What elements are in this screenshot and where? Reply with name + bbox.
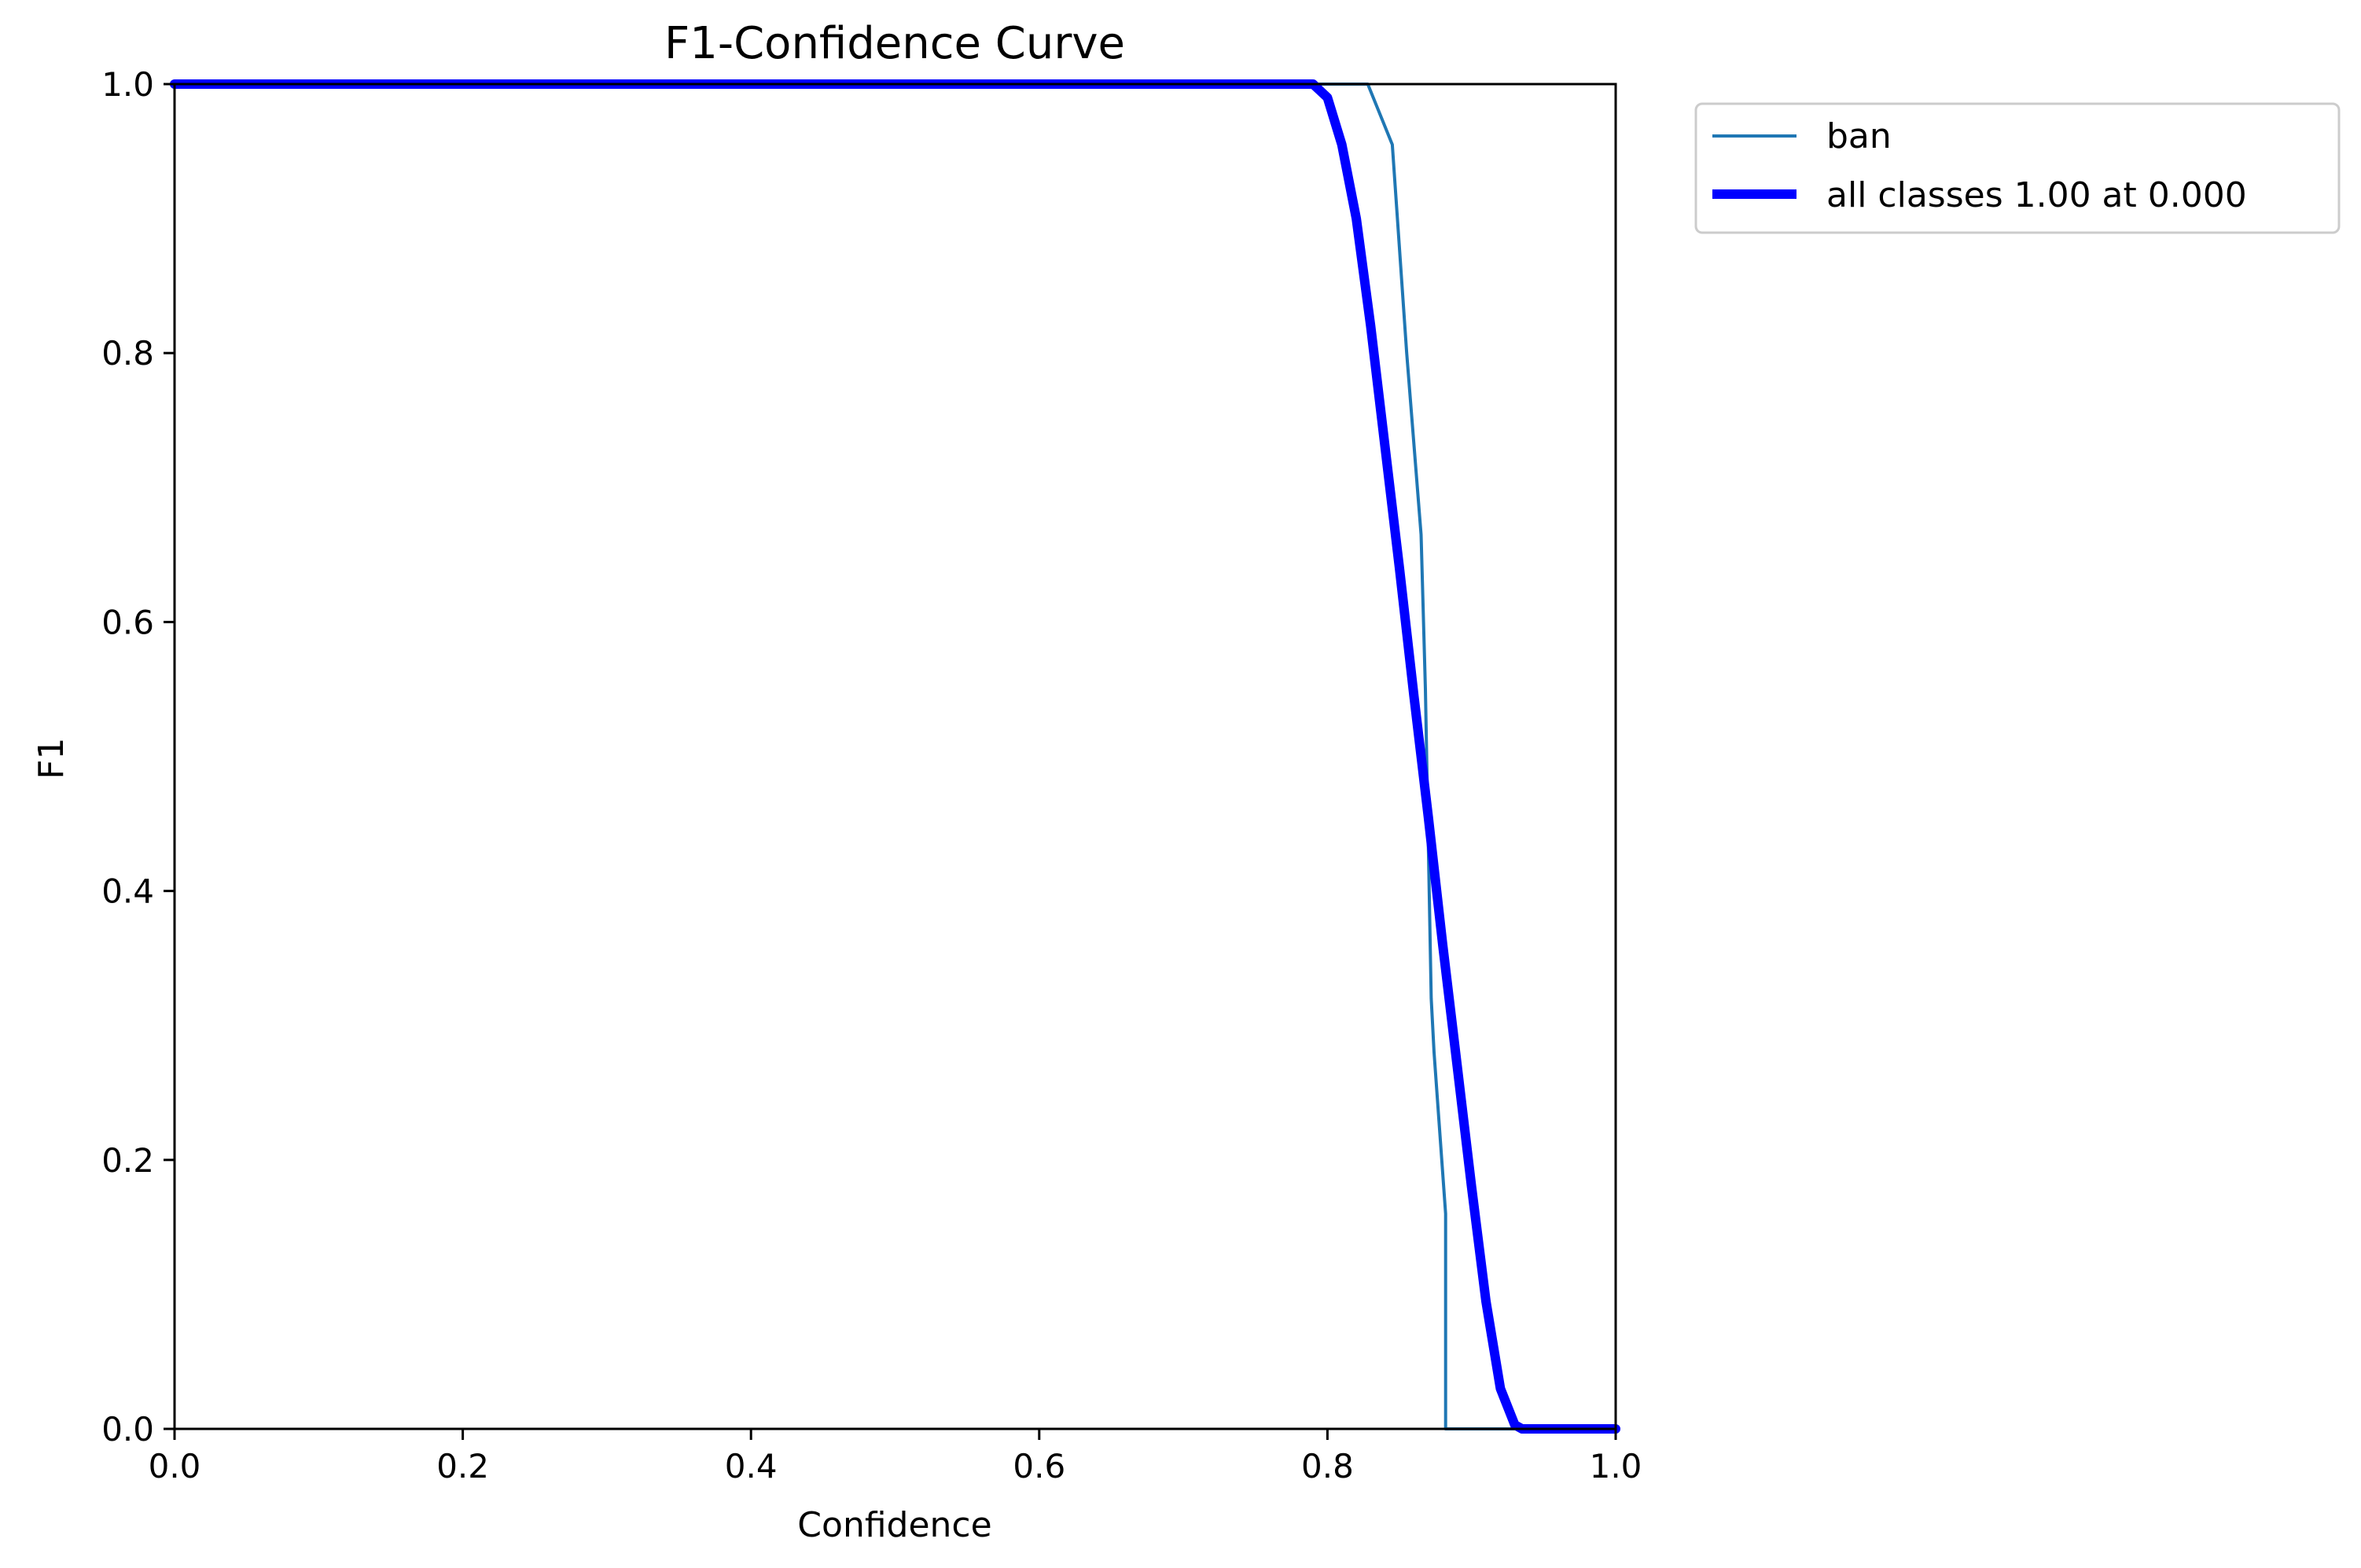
y-tick-label: 0.6 xyxy=(101,603,154,641)
x-tick-label: 0.0 xyxy=(149,1447,201,1485)
y-tick-label: 0.0 xyxy=(101,1410,154,1449)
plot-area xyxy=(170,79,1620,1434)
y-axis-label: F1 xyxy=(31,737,72,779)
x-axis-label: Confidence xyxy=(797,1505,991,1545)
plot-frame xyxy=(173,83,1617,1430)
legend-box xyxy=(1694,102,2341,234)
y-tick-label: 0.4 xyxy=(101,872,154,911)
legend-label-all-classes: all classes 1.00 at 0.000 xyxy=(1826,175,2247,215)
legend: ban all classes 1.00 at 0.000 xyxy=(1694,102,2341,234)
x-tick-label: 0.6 xyxy=(1013,1447,1065,1485)
legend-label-ban: ban xyxy=(1826,116,1892,156)
axis-ticks: 0.0 0.2 0.4 0.6 0.8 1.0 0.0 0.2 0.4 0.6 0.8 1.0 xyxy=(101,65,1642,1485)
series-line-ban xyxy=(173,83,1617,1430)
x-tick-label: 1.0 xyxy=(1590,1447,1642,1485)
y-tick-label: 1.0 xyxy=(101,65,154,104)
y-tick-label: 0.8 xyxy=(101,334,154,373)
chart-title: F1-Confidence Curve xyxy=(664,18,1125,69)
x-tick-label: 0.2 xyxy=(436,1447,489,1485)
x-tick-label: 0.8 xyxy=(1301,1447,1354,1485)
y-tick-label: 0.2 xyxy=(101,1141,154,1180)
series-line-all-classes xyxy=(170,79,1620,1434)
x-tick-label: 0.4 xyxy=(725,1447,778,1485)
